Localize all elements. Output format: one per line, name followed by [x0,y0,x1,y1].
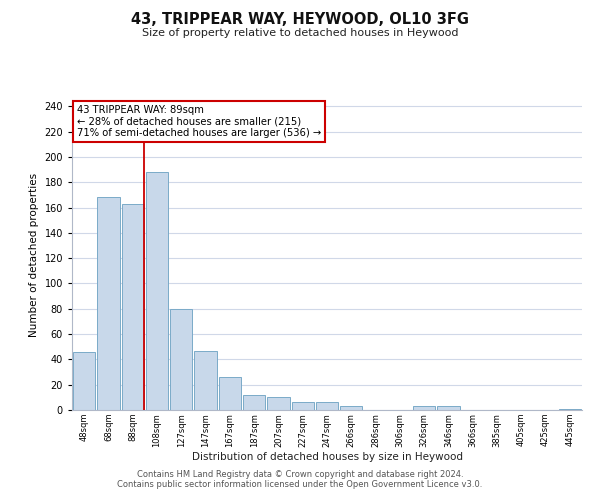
Text: Contains HM Land Registry data © Crown copyright and database right 2024.
Contai: Contains HM Land Registry data © Crown c… [118,470,482,489]
Bar [243,395,265,410]
Bar [146,172,168,410]
Bar [267,398,290,410]
Bar [170,309,193,410]
Text: 43, TRIPPEAR WAY, HEYWOOD, OL10 3FG: 43, TRIPPEAR WAY, HEYWOOD, OL10 3FG [131,12,469,28]
Bar [559,408,581,410]
Bar [97,198,119,410]
Text: Distribution of detached houses by size in Heywood: Distribution of detached houses by size … [191,452,463,462]
Bar [340,406,362,410]
Y-axis label: Number of detached properties: Number of detached properties [29,173,39,337]
Bar [413,406,436,410]
Bar [437,406,460,410]
Text: 43 TRIPPEAR WAY: 89sqm
← 28% of detached houses are smaller (215)
71% of semi-de: 43 TRIPPEAR WAY: 89sqm ← 28% of detached… [77,104,322,138]
Bar [194,350,217,410]
Bar [122,204,144,410]
Bar [218,377,241,410]
Text: Size of property relative to detached houses in Heywood: Size of property relative to detached ho… [142,28,458,38]
Bar [316,402,338,410]
Bar [73,352,95,410]
Bar [292,402,314,410]
